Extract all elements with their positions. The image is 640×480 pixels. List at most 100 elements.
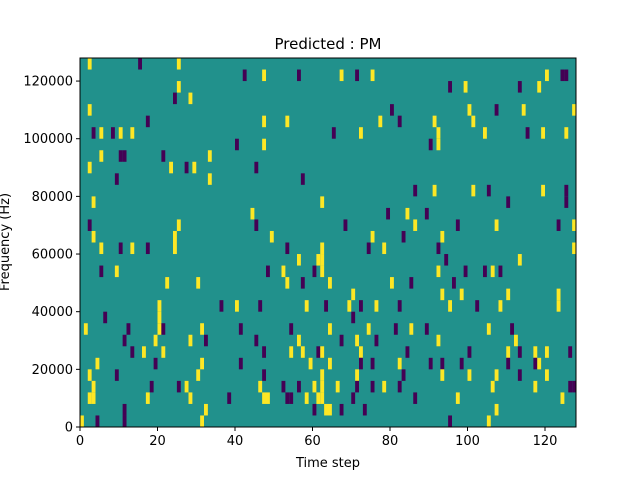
heatmap-cell	[386, 207, 391, 220]
heatmap-cell	[114, 265, 119, 278]
heatmap-cell	[537, 81, 542, 93]
heatmap-cell	[432, 115, 437, 128]
heatmap-cell	[320, 265, 325, 278]
heatmap-cell	[440, 230, 445, 243]
heatmap-cell	[207, 150, 212, 162]
heatmap-cell	[289, 346, 294, 358]
heatmap-cell	[428, 138, 433, 151]
heatmap-cell	[153, 357, 158, 370]
heatmap-cell	[304, 300, 309, 312]
heatmap-cell	[87, 104, 92, 116]
heatmap-cell	[196, 369, 201, 381]
heatmap-cell	[525, 127, 530, 139]
heatmap-cell	[91, 230, 96, 243]
heatmap-cell	[258, 300, 263, 312]
x-tick-label: 100	[455, 434, 480, 449]
heatmap-cell	[91, 127, 96, 139]
heatmap-cell	[297, 254, 301, 266]
x-axis-label: Time step	[295, 456, 360, 471]
heatmap-cell	[118, 242, 123, 255]
heatmap-cell	[471, 184, 476, 197]
heatmap-cell	[145, 392, 150, 404]
heatmap-cell	[413, 184, 418, 197]
heatmap-cell	[91, 380, 96, 393]
heatmap-cell	[312, 403, 317, 416]
heatmap-cell	[122, 150, 127, 162]
x-tick-label: 20	[149, 434, 166, 449]
heatmap-cell	[235, 138, 239, 151]
heatmap-cell	[405, 207, 410, 220]
heatmap-cell	[304, 392, 309, 404]
heatmap-cell	[188, 92, 193, 105]
heatmap-cell	[184, 161, 189, 174]
heatmap-cell	[99, 150, 104, 162]
heatmap-cell	[545, 369, 549, 381]
plot-frame	[79, 57, 577, 428]
heatmap-cell	[568, 346, 573, 358]
heatmap-cell	[161, 323, 166, 335]
heatmap-cell	[227, 392, 232, 404]
heatmap-cell	[173, 92, 177, 105]
heatmap-cell	[382, 380, 387, 393]
heatmap-cell	[351, 392, 356, 404]
heatmap-cell	[397, 380, 402, 393]
heatmap-cell	[390, 104, 394, 116]
heatmap-cell	[440, 369, 445, 381]
heatmap-cell	[486, 184, 491, 197]
heatmap-cell	[564, 69, 569, 82]
heatmap-cell	[483, 127, 487, 139]
heatmap-cell	[448, 300, 453, 312]
heatmap-cell	[173, 242, 177, 255]
y-tick-label: 100000	[23, 132, 73, 147]
heatmap-cell	[494, 369, 499, 381]
heatmap-cell	[320, 380, 325, 393]
heatmap-cell	[122, 403, 127, 416]
heatmap-cell	[556, 300, 561, 312]
heatmap-cell	[99, 265, 104, 278]
heatmap-cell	[161, 346, 166, 358]
x-tick-label: 120	[533, 434, 558, 449]
heatmap-cell	[506, 288, 511, 301]
heatmap-cell	[572, 104, 577, 116]
heatmap-cell	[568, 380, 573, 393]
heatmap-cell	[355, 380, 360, 393]
heatmap-cell	[331, 127, 336, 139]
y-tick-label: 20000	[32, 363, 73, 378]
heatmap-cell	[517, 369, 522, 381]
heatmap-cell	[320, 369, 325, 381]
heatmap-cell	[285, 115, 290, 128]
y-axis: 0 20000 40000 60000 80000 100000 120000	[23, 75, 80, 436]
heatmap-cell	[564, 127, 569, 139]
heatmap-cell	[300, 277, 305, 289]
heatmap-cell	[184, 380, 189, 393]
heatmap-cell	[91, 392, 96, 404]
heatmap-cell	[533, 346, 538, 358]
heatmap-cell	[572, 242, 577, 255]
heatmap-cell	[297, 334, 301, 347]
heatmap-cell	[266, 265, 270, 278]
heatmap-cell	[157, 311, 162, 324]
heatmap-cell	[455, 219, 460, 231]
heatmap-cell	[370, 357, 375, 370]
heatmap-cell	[506, 196, 511, 208]
heatmap-cell	[176, 219, 181, 231]
heatmap-cell	[452, 277, 456, 289]
heatmap-cell	[506, 357, 511, 370]
y-tick-label: 80000	[32, 190, 73, 205]
heatmap-cell	[382, 242, 387, 255]
heatmap-cell	[436, 265, 441, 278]
heatmap-cell	[498, 300, 503, 312]
heatmap-cell	[459, 288, 464, 301]
heatmap-cell	[320, 392, 325, 404]
heatmap-cell	[490, 265, 495, 278]
heatmap-cell	[308, 357, 313, 370]
heatmap-cell	[436, 138, 441, 151]
heatmap-cell	[351, 288, 356, 301]
heatmap-cell	[285, 392, 290, 404]
heatmap-cell	[545, 69, 549, 82]
heatmap-cell	[467, 104, 472, 116]
heatmap-cell	[537, 357, 542, 370]
heatmap-cell	[490, 380, 495, 393]
heatmap-cell	[486, 415, 491, 427]
heatmap-cell	[200, 415, 205, 427]
